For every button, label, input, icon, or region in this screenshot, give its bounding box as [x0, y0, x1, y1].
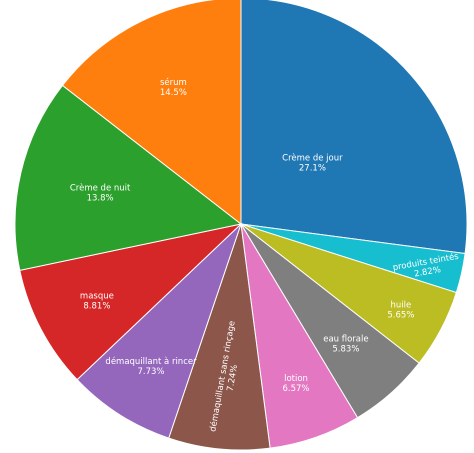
slice-category-label: Crème de nuit [70, 183, 131, 194]
slice-category-label: masque [80, 292, 114, 302]
slice-percent-label: 7.24% [226, 364, 241, 392]
pie-slice-demaquillant-a-rincer [76, 223, 242, 439]
slice-percent-label: 8.81% [83, 302, 110, 312]
slice-label-masque: masque 8.81% [80, 292, 114, 312]
slice-percent-label: 7.73% [137, 367, 164, 377]
slice-percent-label: 5.83% [332, 344, 359, 354]
slice-category-label: sérum [160, 77, 187, 88]
slice-label-creme-de-nuit: Crème de nuit 13.8% [70, 183, 131, 204]
pie-slice-serum [61, 0, 242, 226]
slice-percent-label: 2.82% [413, 265, 441, 280]
slice-percent-label: 14.5% [160, 88, 187, 98]
slice-category-label: démaquillant à rincer [105, 356, 197, 367]
slice-label-serum: sérum 14.5% [160, 77, 187, 98]
slice-category-label: Crème de jour [282, 152, 343, 163]
pie-slice-masque [19, 223, 243, 381]
slice-label-demaquillant-a-rincer: démaquillant à rincer 7.73% [105, 356, 197, 377]
slice-category-label: eau florale [323, 334, 368, 344]
slice-label-huile: huile 5.65% [387, 300, 414, 320]
slice-label-eau-florale: eau florale 5.83% [323, 334, 368, 354]
pie-slice-demaquillant-sans-rincage [168, 223, 271, 451]
slice-label-lotion: lotion 6.57% [282, 374, 309, 394]
slice-category-label: huile [391, 300, 412, 310]
slice-percent-label: 5.65% [387, 310, 414, 320]
slice-percent-label: 6.57% [282, 384, 309, 394]
pie-slices [14, 0, 468, 451]
slice-category-label: lotion [284, 374, 308, 384]
slice-label-creme-de-jour: Crème de jour 27.1% [282, 152, 343, 173]
slice-percent-label: 13.8% [87, 194, 114, 204]
slice-percent-label: 27.1% [299, 163, 326, 173]
pie-slice-creme-de-nuit [14, 84, 243, 271]
pie-slice-creme-de-jour [240, 0, 468, 255]
